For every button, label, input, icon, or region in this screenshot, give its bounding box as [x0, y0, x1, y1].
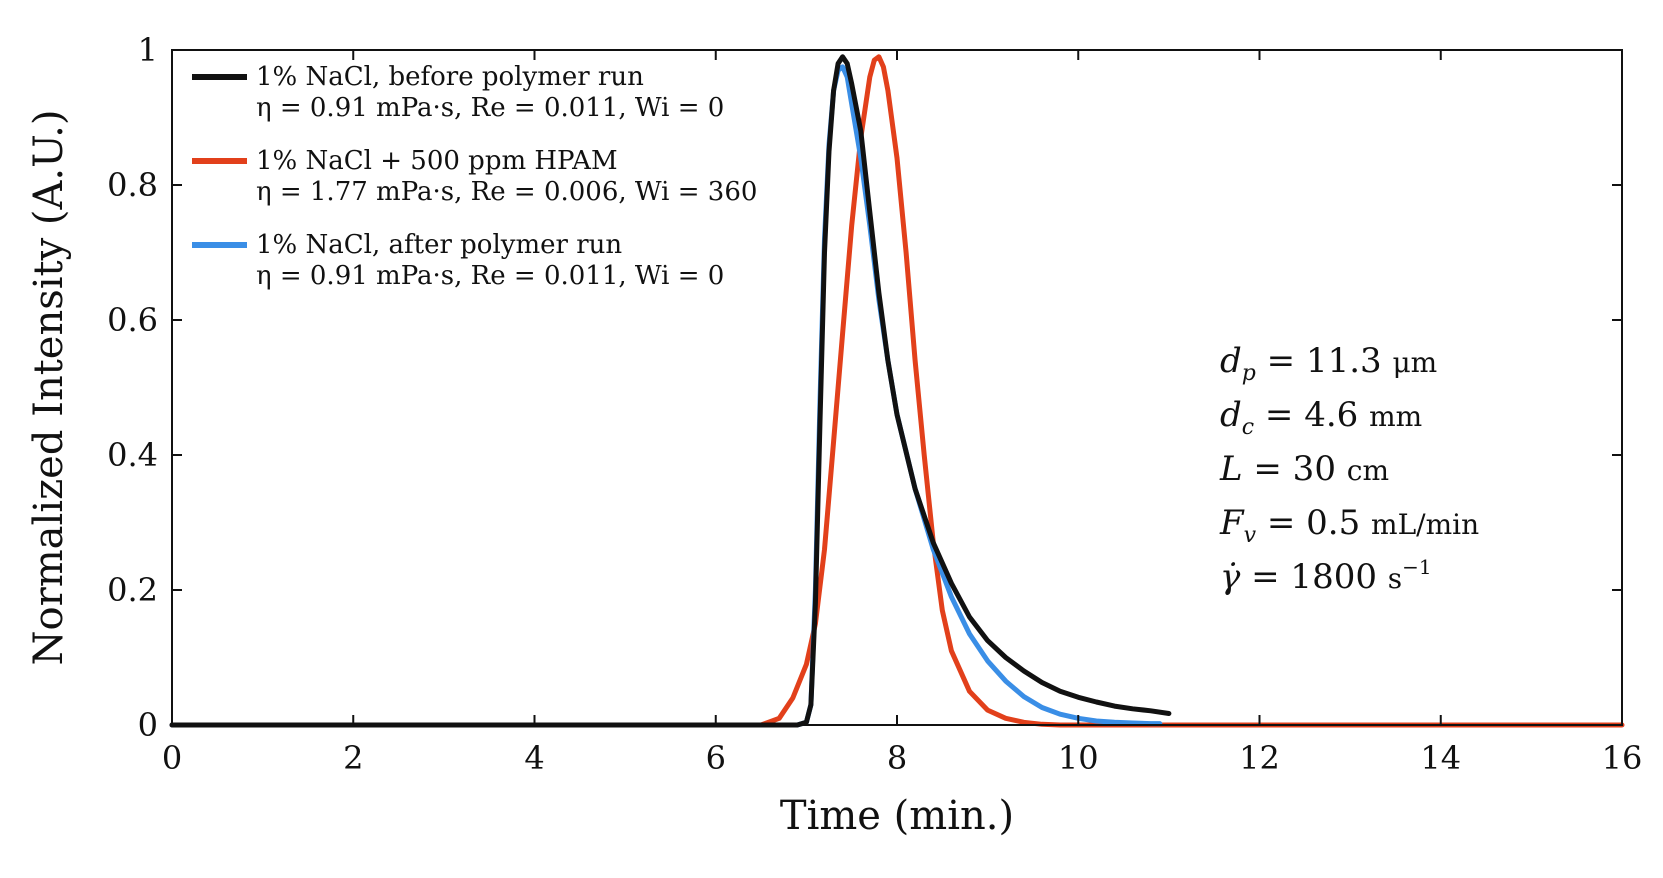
x-tick-label: 12	[1239, 739, 1280, 777]
x-tick-label: 4	[524, 739, 544, 777]
x-tick-label: 10	[1058, 739, 1099, 777]
y-tick-label: 0.4	[107, 436, 158, 474]
legend-label: 1% NaCl, after polymer run	[256, 230, 622, 260]
x-tick-label: 6	[706, 739, 726, 777]
x-tick-label: 8	[887, 739, 907, 777]
annotation-line: dc = 4.6 mm	[1220, 395, 1422, 440]
annotation-line: L = 30 cm	[1219, 449, 1389, 489]
ticks-layer: 0 2 4 6 8 10 12 14 16 0 0.2 0.4 0.6 0.8 1	[107, 31, 1642, 777]
legend-params: η = 0.91 mPa·s, Re = 0.011, Wi = 0	[256, 261, 724, 291]
y-tick-label: 0	[138, 706, 158, 744]
series-layer	[169, 54, 1625, 728]
annotation-line: γ̇ = 1800 s−1	[1220, 555, 1432, 597]
annotation-line: Fv = 0.5 mL/min	[1219, 503, 1479, 548]
parameter-annotations: dp = 11.3 μm dc = 4.6 mm L = 30 cm Fv = 0.5…	[1219, 341, 1479, 597]
y-axis-title: Normalized Intensity (A.U.)	[26, 110, 72, 666]
x-tick-label: 14	[1420, 739, 1461, 777]
series-line-1	[169, 54, 1172, 728]
legend-label: 1% NaCl + 500 ppm HPAM	[256, 146, 618, 176]
x-axis-title: Time (min.)	[780, 793, 1014, 839]
y-tick-label: 0.2	[107, 571, 158, 609]
y-tick-label: 1	[138, 31, 158, 69]
annotation-line: dp = 11.3 μm	[1220, 341, 1437, 386]
legend-params: η = 0.91 mPa·s, Re = 0.011, Wi = 0	[256, 93, 724, 123]
legend-label: 1% NaCl, before polymer run	[256, 62, 644, 92]
y-tick-label: 0.8	[107, 166, 158, 204]
x-tick-label: 0	[162, 739, 182, 777]
x-tick-label: 16	[1602, 739, 1643, 777]
x-tick-label: 2	[343, 739, 363, 777]
legend-params: η = 1.77 mPa·s, Re = 0.006, Wi = 360	[256, 177, 757, 207]
y-tick-label: 0.6	[107, 301, 158, 339]
